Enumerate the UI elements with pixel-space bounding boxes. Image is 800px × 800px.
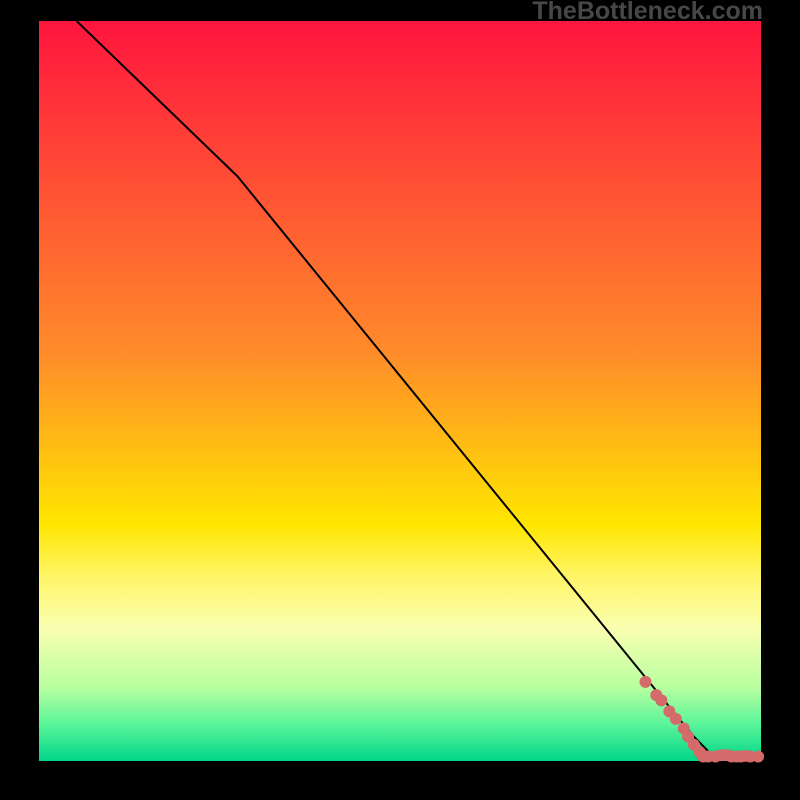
- watermark-text: TheBottleneck.com: [532, 0, 763, 26]
- plot-area: [39, 21, 761, 761]
